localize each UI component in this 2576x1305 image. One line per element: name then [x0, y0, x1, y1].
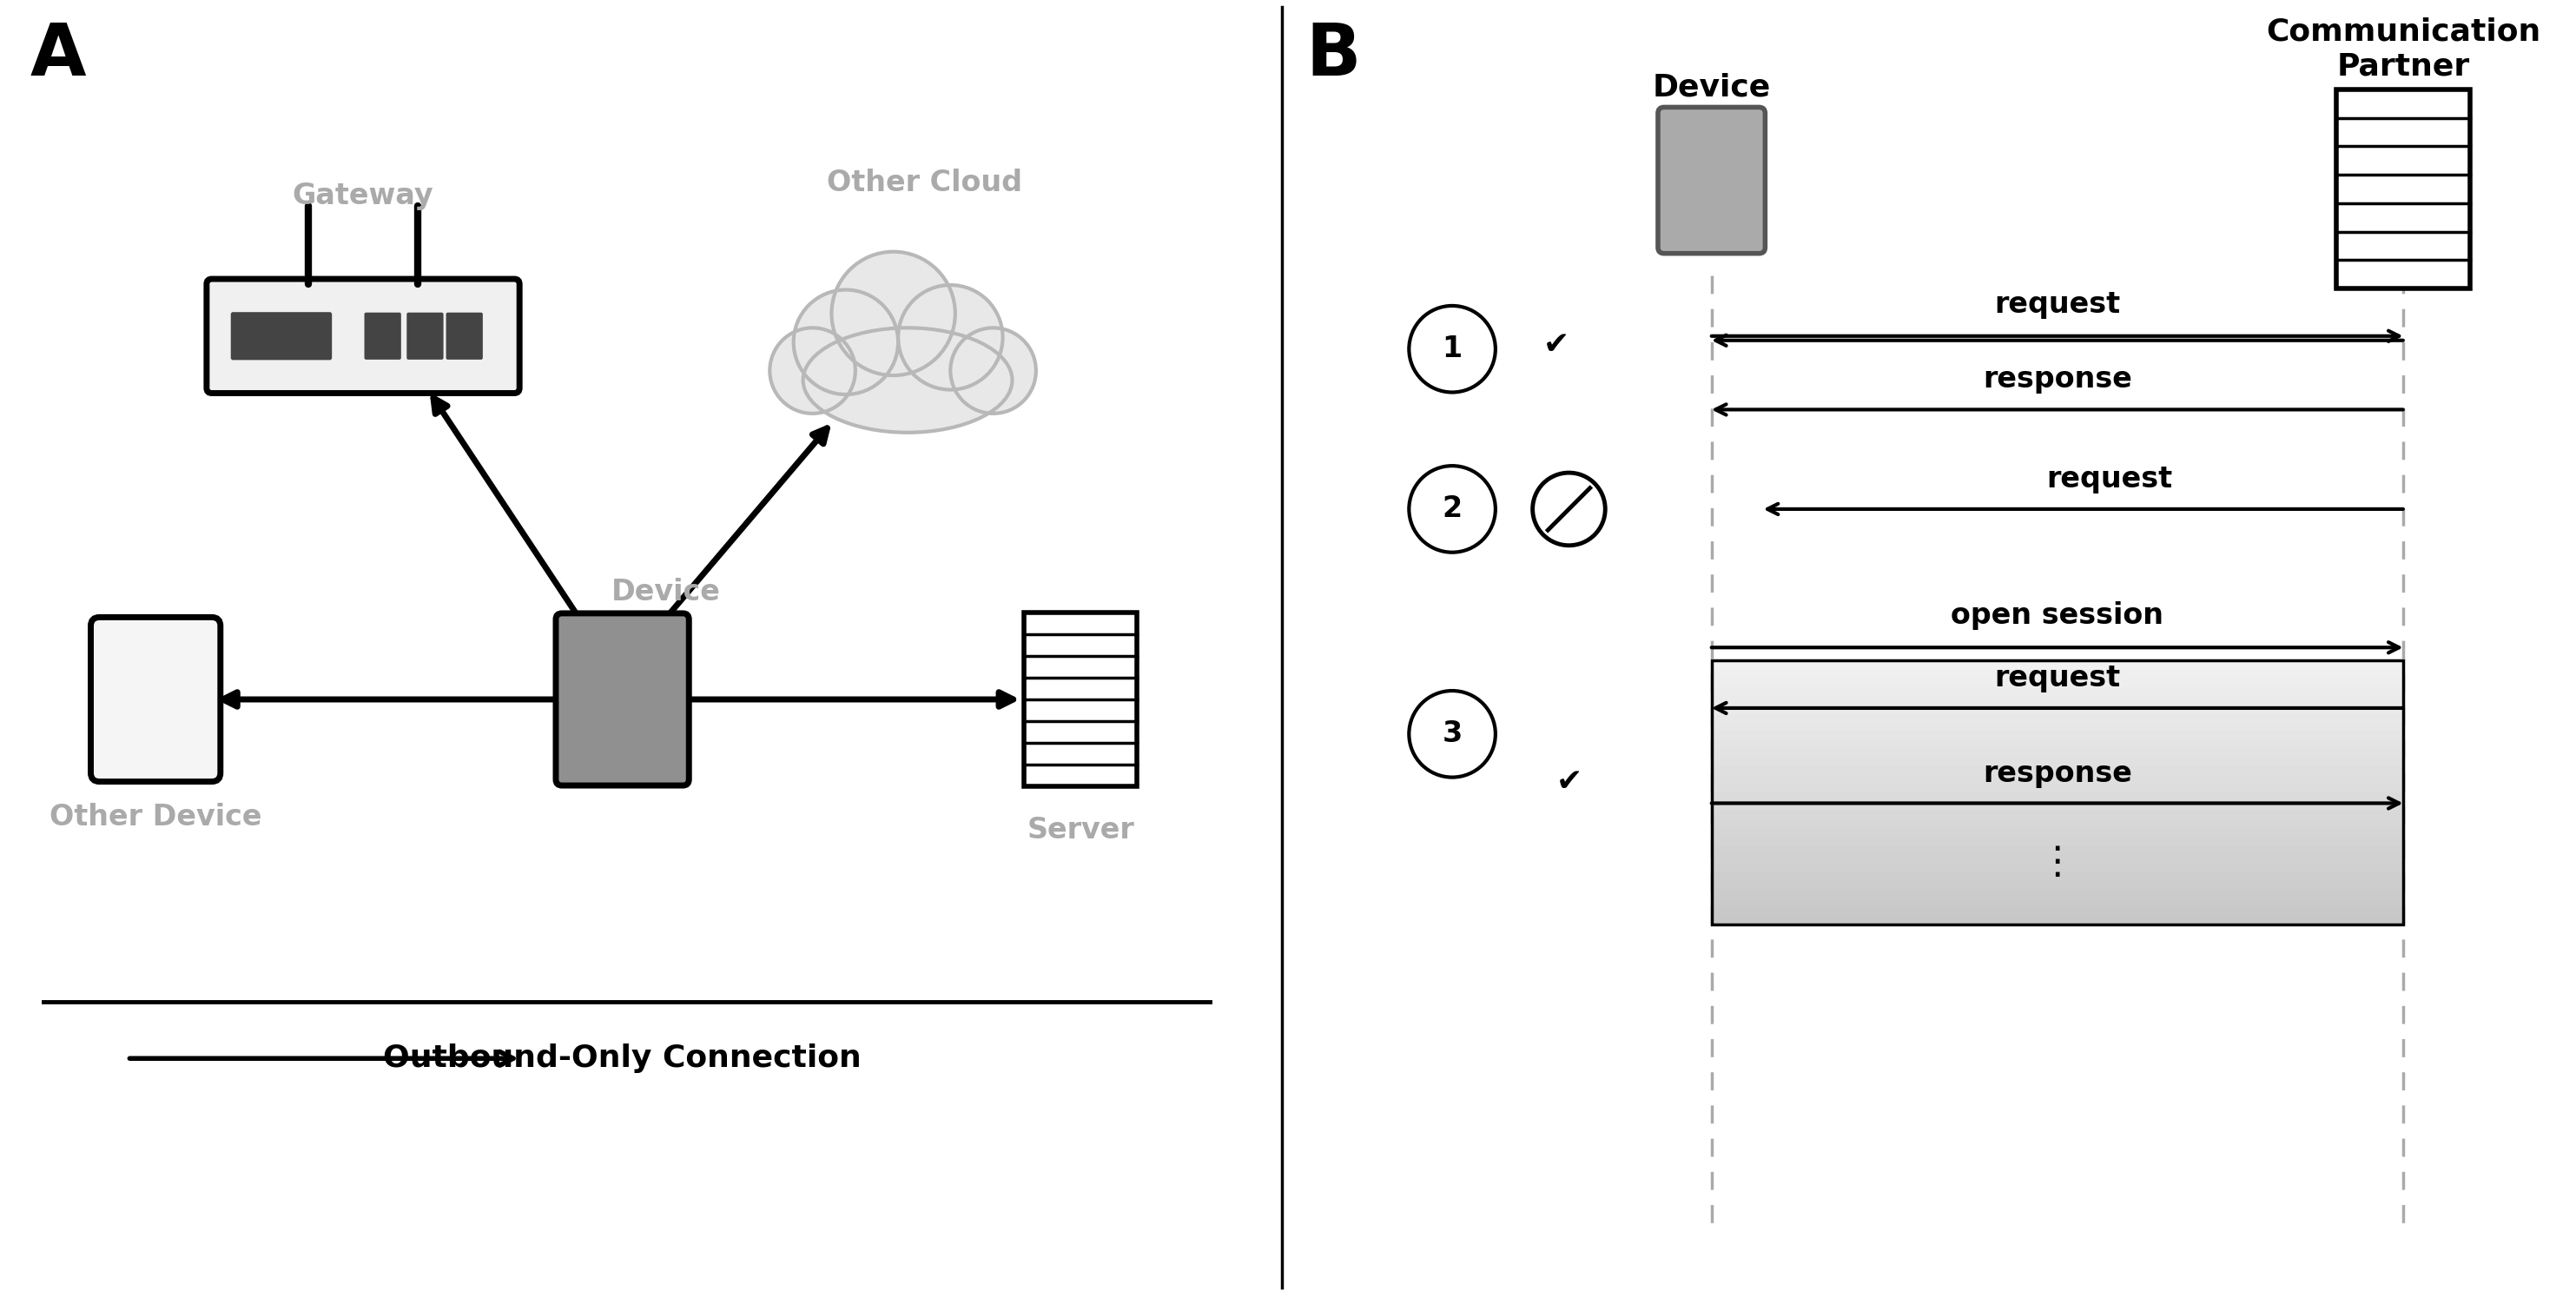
FancyBboxPatch shape	[446, 312, 482, 360]
Circle shape	[770, 328, 855, 414]
Bar	[1710, 729, 2403, 740]
Bar	[1710, 853, 2403, 863]
Circle shape	[793, 290, 899, 394]
Text: A: A	[31, 21, 85, 90]
Text: ✔: ✔	[1556, 767, 1582, 796]
Text: Device: Device	[1651, 73, 1770, 103]
Text: open session: open session	[1950, 602, 2164, 630]
Bar	[1710, 748, 2403, 757]
Bar	[1710, 827, 2403, 837]
Text: Server: Server	[1028, 816, 1133, 844]
Circle shape	[951, 328, 1036, 414]
Text: Gateway: Gateway	[294, 181, 433, 210]
Text: Other Device: Other Device	[49, 803, 263, 831]
Text: ✔: ✔	[1543, 330, 1569, 359]
Text: Outbound-Only Connection: Outbound-Only Connection	[384, 1044, 860, 1073]
Text: 1: 1	[1443, 334, 1463, 363]
Bar	[1710, 835, 2403, 846]
Bar	[1710, 844, 2403, 853]
Bar	[1710, 660, 2403, 924]
Text: 3: 3	[1443, 719, 1463, 748]
Bar	[1710, 906, 2403, 916]
FancyBboxPatch shape	[363, 312, 402, 360]
Text: request: request	[1994, 290, 2120, 318]
Bar	[1710, 861, 2403, 872]
Bar	[1710, 870, 2403, 881]
FancyBboxPatch shape	[90, 617, 222, 782]
Text: response: response	[1984, 365, 2133, 394]
Bar	[1710, 809, 2403, 818]
Bar	[1710, 774, 2403, 783]
Circle shape	[899, 284, 1002, 390]
Text: request: request	[1994, 664, 2120, 693]
Bar	[1025, 613, 1136, 786]
Text: request: request	[2045, 465, 2172, 493]
Circle shape	[1409, 305, 1497, 393]
Text: response: response	[1984, 760, 2133, 788]
Ellipse shape	[804, 328, 1012, 432]
Bar	[1710, 739, 2403, 749]
Text: ⋮: ⋮	[2038, 844, 2076, 881]
Circle shape	[1409, 466, 1497, 552]
Circle shape	[832, 252, 956, 376]
FancyBboxPatch shape	[407, 312, 443, 360]
Bar	[1710, 783, 2403, 792]
Text: Device: Device	[611, 578, 721, 607]
Bar	[1710, 722, 2403, 731]
Bar	[1710, 897, 2403, 907]
Text: B: B	[1306, 21, 1360, 90]
Bar	[1710, 800, 2403, 810]
FancyBboxPatch shape	[556, 613, 688, 786]
Text: Communication
Partner: Communication Partner	[2267, 17, 2540, 81]
Bar	[1710, 713, 2403, 722]
Text: Other Cloud: Other Cloud	[827, 168, 1023, 197]
Bar	[1710, 765, 2403, 775]
Bar	[1710, 792, 2403, 801]
Bar	[1710, 915, 2403, 924]
Circle shape	[1533, 472, 1605, 545]
Bar	[1710, 686, 2403, 696]
FancyBboxPatch shape	[232, 312, 332, 360]
Bar	[1710, 694, 2403, 705]
Bar	[1710, 818, 2403, 827]
FancyBboxPatch shape	[1659, 107, 1765, 253]
Bar	[1710, 889, 2403, 898]
Bar	[1710, 880, 2403, 889]
Bar	[1710, 677, 2403, 686]
Bar	[1710, 757, 2403, 766]
Circle shape	[1409, 690, 1497, 778]
Bar	[1710, 703, 2403, 714]
Bar	[1710, 668, 2403, 679]
Text: 2: 2	[1443, 495, 1463, 523]
FancyBboxPatch shape	[206, 279, 520, 393]
Bar	[1710, 659, 2403, 669]
Bar	[2336, 90, 2470, 288]
